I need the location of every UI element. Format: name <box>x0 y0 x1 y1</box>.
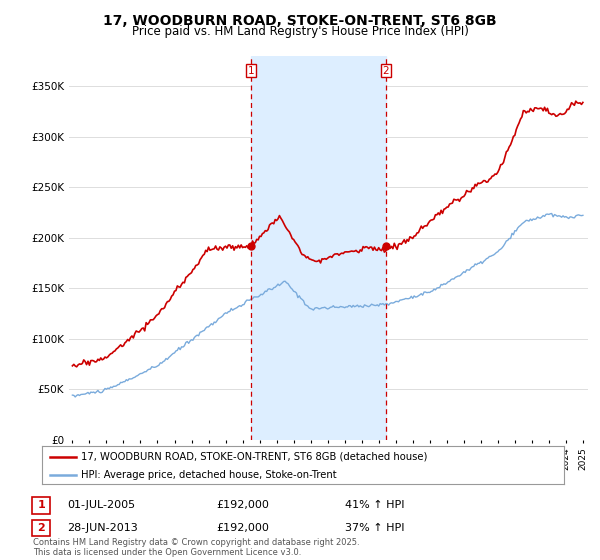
Text: Price paid vs. HM Land Registry's House Price Index (HPI): Price paid vs. HM Land Registry's House … <box>131 25 469 38</box>
Text: 01-JUL-2005: 01-JUL-2005 <box>67 500 136 510</box>
Text: 37% ↑ HPI: 37% ↑ HPI <box>345 522 404 533</box>
Text: 1: 1 <box>38 500 45 510</box>
Text: 17, WOODBURN ROAD, STOKE-ON-TRENT, ST6 8GB: 17, WOODBURN ROAD, STOKE-ON-TRENT, ST6 8… <box>103 14 497 28</box>
Text: HPI: Average price, detached house, Stoke-on-Trent: HPI: Average price, detached house, Stok… <box>81 470 337 480</box>
Text: 17, WOODBURN ROAD, STOKE-ON-TRENT, ST6 8GB (detached house): 17, WOODBURN ROAD, STOKE-ON-TRENT, ST6 8… <box>81 452 428 462</box>
Text: 2: 2 <box>382 66 389 76</box>
Bar <box>251 56 386 440</box>
Text: 2: 2 <box>38 522 45 533</box>
Text: £192,000: £192,000 <box>216 522 269 533</box>
Text: 1: 1 <box>248 66 254 76</box>
Text: 28-JUN-2013: 28-JUN-2013 <box>67 522 138 533</box>
Text: £192,000: £192,000 <box>216 500 269 510</box>
Text: Contains HM Land Registry data © Crown copyright and database right 2025.
This d: Contains HM Land Registry data © Crown c… <box>33 538 359 557</box>
Text: 41% ↑ HPI: 41% ↑ HPI <box>345 500 404 510</box>
